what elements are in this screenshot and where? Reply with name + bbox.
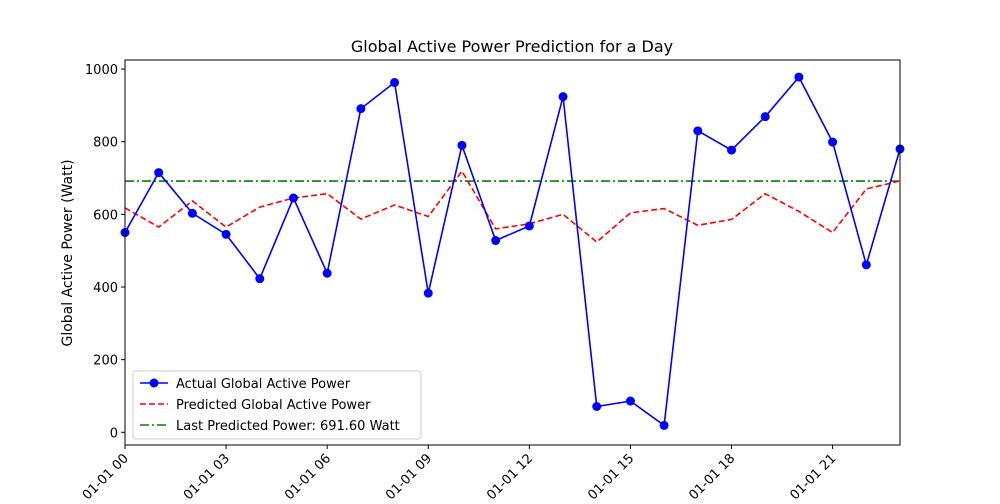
actual-data-point (727, 145, 737, 155)
actual-data-point (356, 104, 366, 114)
actual-data-point (524, 221, 534, 231)
legend-label: Last Predicted Power: 691.60 Watt (176, 419, 400, 434)
legend-label: Predicted Global Active Power (176, 398, 371, 413)
y-tick-label: 800 (93, 136, 118, 151)
actual-data-point (187, 208, 197, 218)
chart-title: Global Active Power Prediction for a Day (351, 37, 673, 56)
actual-data-point (390, 78, 400, 88)
y-tick-label: 1000 (85, 63, 118, 78)
actual-data-point (828, 137, 838, 147)
actual-data-point (154, 168, 164, 178)
y-tick-label: 200 (93, 354, 118, 369)
legend: Actual Global Active Power Predicted Glob… (132, 370, 422, 440)
predicted-series-line (124, 169, 901, 244)
actual-data-point (322, 268, 332, 278)
actual-data-point (592, 402, 602, 411)
actual-data-point (558, 92, 568, 102)
actual-data-point (221, 229, 231, 239)
legend-label: Actual Global Active Power (176, 377, 351, 392)
legend-swatch-marker (149, 378, 159, 388)
actual-data-point (659, 420, 669, 430)
actual-series-line (124, 75, 901, 427)
legend-box (132, 370, 422, 440)
actual-data-point (693, 126, 703, 136)
actual-data-point (861, 260, 871, 270)
actual-data-point (491, 236, 501, 246)
actual-data-point (255, 274, 265, 284)
y-tick-label: 0 (110, 426, 118, 441)
plot-frame (124, 59, 901, 446)
actual-data-point (288, 193, 298, 203)
actual-data-point (423, 288, 433, 298)
y-tick-label: 600 (93, 208, 118, 223)
actual-data-point (457, 140, 467, 150)
actual-data-point (625, 396, 635, 406)
actual-data-point (760, 112, 770, 122)
y-tick-label: 400 (93, 281, 118, 296)
y-axis-label: Global Active Power (Watt) (60, 159, 76, 346)
actual-data-point (794, 72, 804, 82)
